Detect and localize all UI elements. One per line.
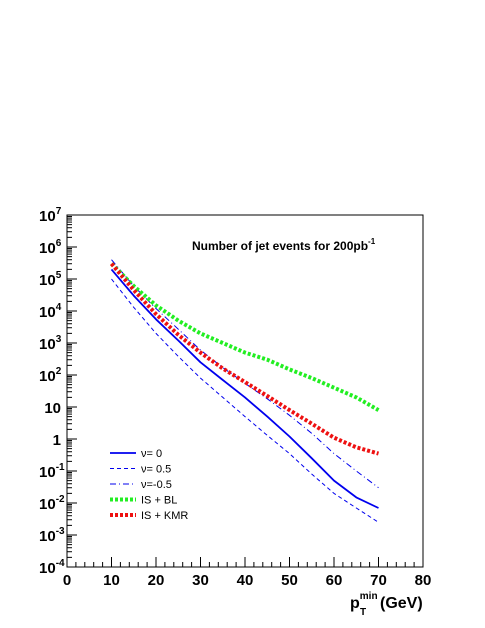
y-tick-label: 10-1 (39, 462, 65, 481)
y-tick-label-base: 1 (53, 432, 61, 449)
legend-label: IS + BL (141, 495, 177, 507)
y-tick-label-base: 10 (39, 272, 56, 289)
y-tick-label: 106 (39, 238, 62, 257)
y-tick-label-exp: 7 (56, 206, 62, 217)
y-tick-label-base: 10 (39, 336, 56, 353)
y-tick-label-exp: -3 (56, 526, 65, 537)
series-line-4 (109, 262, 380, 456)
y-tick-label-exp: 4 (56, 302, 62, 313)
y-tick-label-exp: -2 (56, 494, 65, 505)
x-tick-label: 50 (281, 572, 298, 589)
y-tick-label-exp: 3 (56, 334, 62, 345)
y-tick-label: 10-4 (39, 558, 65, 577)
y-tick-label-base: 10 (39, 528, 56, 545)
y-tick-label: 104 (39, 302, 62, 321)
ticks (66, 214, 424, 568)
y-tick-label: 10-2 (39, 494, 65, 513)
series-line-1 (111, 278, 379, 523)
y-tick-label-base: 10 (39, 464, 56, 481)
series-line-0 (110, 268, 379, 509)
x-axis-label-unit: (GeV) (380, 595, 423, 612)
x-axis-label-sup: min (360, 591, 378, 602)
y-tick-label-exp: -4 (56, 558, 65, 569)
legend-label: ν=-0.5 (141, 479, 172, 491)
x-tick-label: 0 (63, 572, 71, 589)
x-tick-label: 70 (370, 572, 387, 589)
y-tick-label: 1 (53, 432, 61, 449)
chart-title: Number of jet events for 200pb-1 (192, 237, 376, 253)
chart-title-sup: -1 (368, 237, 376, 246)
y-tick-label: 107 (39, 206, 62, 225)
series-line-3 (110, 262, 380, 412)
y-tick-label: 105 (39, 270, 62, 289)
y-tick-label: 102 (39, 366, 62, 385)
x-axis-label-main: p (350, 595, 360, 612)
y-tick-label-base: 10 (39, 208, 56, 225)
legend-label: ν= 0 (141, 448, 162, 460)
legend-label: ν= 0.5 (141, 464, 171, 476)
series (109, 259, 380, 523)
y-tick-label-exp: 5 (56, 270, 62, 281)
chart-title-main: Number of jet events for 200pb (192, 239, 368, 253)
y-tick-label-exp: 2 (56, 366, 62, 377)
legend: ν= 0 ν= 0.5 ν=-0.5 IS + BL IS + KMR (110, 448, 188, 522)
x-tick-label: 60 (326, 572, 343, 589)
x-tick-label: 20 (148, 572, 165, 589)
legend-label: IS + KMR (141, 510, 188, 522)
y-tick-label-base: 10 (39, 304, 56, 321)
x-tick-label: 30 (192, 572, 209, 589)
x-axis-label-sub: T (360, 607, 366, 618)
tick-labels: 0 10 20 30 40 50 60 70 8010710610510410310210110… (39, 206, 431, 589)
y-tick-label: 10 (44, 400, 61, 417)
y-tick-label: 103 (39, 334, 62, 353)
y-tick-label: 10-3 (39, 526, 65, 545)
y-tick-label-exp: -1 (56, 462, 65, 473)
x-tick-label: 80 (415, 572, 432, 589)
x-tick-label: 40 (237, 572, 254, 589)
y-tick-label-base: 10 (44, 400, 61, 417)
y-tick-label-base: 10 (39, 496, 56, 513)
y-tick-label-exp: 6 (56, 238, 62, 249)
y-tick-label-base: 10 (39, 368, 56, 385)
x-axis-label: pmin T (GeV) (350, 591, 423, 618)
y-tick-label-base: 10 (39, 240, 56, 257)
y-tick-label-base: 10 (39, 560, 56, 577)
x-tick-label: 10 (103, 572, 120, 589)
